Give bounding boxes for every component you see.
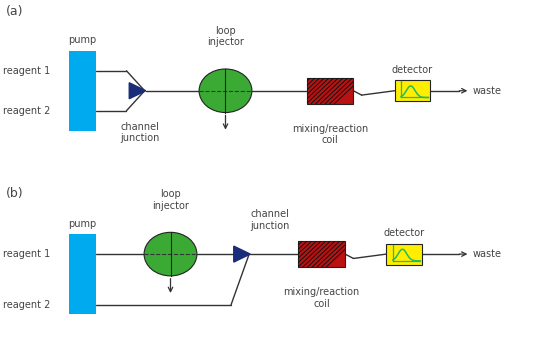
Text: reagent 1: reagent 1	[3, 66, 50, 76]
Text: mixing/reaction
coil: mixing/reaction coil	[284, 287, 360, 309]
Text: waste: waste	[473, 86, 502, 96]
Text: reagent 2: reagent 2	[3, 300, 50, 310]
Text: pump: pump	[68, 35, 97, 45]
Text: (b): (b)	[6, 187, 23, 200]
Ellipse shape	[144, 232, 197, 276]
Text: loop
injector: loop injector	[207, 25, 244, 47]
Text: loop
injector: loop injector	[152, 189, 189, 211]
Polygon shape	[129, 83, 146, 99]
Bar	[395, 80, 430, 101]
Text: detector: detector	[384, 228, 425, 238]
Bar	[298, 241, 345, 267]
Polygon shape	[234, 246, 250, 262]
Text: reagent 1: reagent 1	[3, 249, 50, 259]
Bar	[307, 78, 353, 104]
Text: (a): (a)	[6, 5, 23, 19]
Text: reagent 2: reagent 2	[3, 106, 50, 116]
Ellipse shape	[199, 69, 252, 113]
Text: channel
junction: channel junction	[250, 209, 289, 231]
Text: mixing/reaction
coil: mixing/reaction coil	[292, 124, 368, 146]
Text: detector: detector	[392, 65, 433, 75]
Bar	[69, 234, 96, 314]
Bar	[69, 51, 96, 131]
Text: channel
junction: channel junction	[120, 122, 160, 143]
Bar	[298, 241, 345, 267]
Text: waste: waste	[473, 249, 502, 259]
Text: pump: pump	[68, 219, 97, 229]
Bar	[307, 78, 353, 104]
Bar	[386, 244, 422, 265]
